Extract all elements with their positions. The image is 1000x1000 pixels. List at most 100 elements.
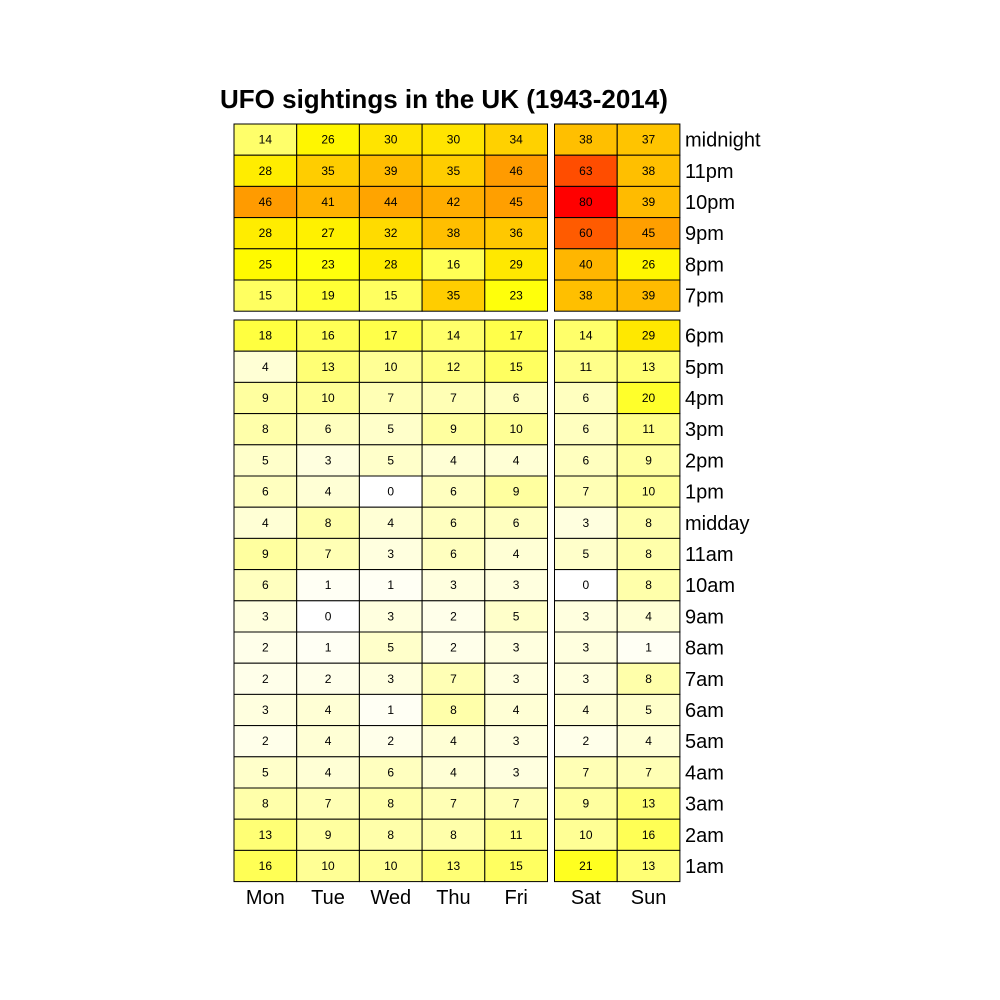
cell-value-label: 3 bbox=[513, 734, 520, 748]
heatmap-cell-6pm-Thu bbox=[421, 319, 486, 352]
cell-value-label: 11 bbox=[642, 422, 655, 436]
cell-value-label: 23 bbox=[509, 289, 523, 303]
row-label-4pm: 4pm bbox=[685, 388, 724, 410]
cell-value-label: 35 bbox=[447, 164, 461, 178]
heatmap-cell-7am-Thu bbox=[421, 662, 486, 695]
heatmap-cell-4am-Fri bbox=[484, 756, 548, 789]
cell-value-label: 16 bbox=[259, 859, 273, 873]
heatmap-cell-2am-Fri bbox=[484, 818, 548, 851]
cell-value-label: 80 bbox=[579, 195, 593, 209]
heatmap-cell-midday-Sun bbox=[616, 506, 681, 539]
cell-value-label: 4 bbox=[450, 765, 457, 779]
heatmap-cell-1pm-Fri bbox=[484, 475, 548, 508]
cell-value-label: 10 bbox=[509, 422, 523, 436]
heatmap-cell-2pm-Fri bbox=[484, 444, 548, 477]
cell-value-label: 3 bbox=[387, 547, 394, 561]
heatmap-cell-2am-Mon bbox=[233, 818, 298, 851]
row-label-1am: 1am bbox=[685, 856, 724, 878]
heatmap-cell-2am-Sun bbox=[616, 818, 681, 851]
heatmap-cell-2am-Sat bbox=[554, 818, 618, 851]
cell-value-label: 14 bbox=[447, 329, 461, 343]
heatmap-cell-2pm-Sun bbox=[616, 444, 681, 477]
column-label-Sat: Sat bbox=[571, 887, 601, 909]
row-label-9am: 9am bbox=[685, 606, 724, 628]
cell-value-label: 15 bbox=[384, 289, 398, 303]
cell-value-label: 45 bbox=[642, 226, 656, 240]
row-label-1pm: 1pm bbox=[685, 482, 724, 504]
cell-value-label: 39 bbox=[642, 289, 656, 303]
cell-value-label: 3 bbox=[262, 703, 269, 717]
cell-value-label: 19 bbox=[321, 289, 335, 303]
row-label-10pm: 10pm bbox=[685, 192, 735, 214]
cell-value-label: 1 bbox=[645, 641, 652, 655]
cell-value-label: 6 bbox=[450, 516, 457, 530]
cell-value-label: 39 bbox=[384, 164, 398, 178]
cell-value-label: 8 bbox=[450, 703, 457, 717]
heatmap-cell-9am-Sun bbox=[616, 600, 681, 633]
cell-value-label: 36 bbox=[509, 226, 523, 240]
heatmap-cell-1pm-Sun bbox=[616, 475, 681, 508]
heatmap-cell-7pm-Fri bbox=[484, 279, 548, 312]
column-labels: Mon Tue Wed Thu Fri Sat Sun bbox=[246, 887, 666, 909]
heatmap-cell-6pm-Fri bbox=[484, 319, 548, 352]
cell-value-label: 3 bbox=[387, 609, 394, 623]
heatmap-cell-3pm-Mon bbox=[233, 413, 298, 446]
heatmap-cell-11pm-Wed bbox=[358, 154, 423, 187]
heatmap-cell-11am-Sun bbox=[616, 537, 681, 571]
cell-value-label: 5 bbox=[513, 609, 520, 623]
heatmap-cell-midday-Wed bbox=[358, 506, 423, 539]
heatmap-cell-9pm-Mon bbox=[233, 217, 298, 250]
heatmap-cell-9pm-Sun bbox=[616, 217, 681, 250]
heatmap-cell-midday-Mon bbox=[233, 506, 298, 539]
cell-value-label: 38 bbox=[642, 164, 656, 178]
chart-title: UFO sightings in the UK (1943-2014) bbox=[220, 84, 668, 114]
cell-value-label: 13 bbox=[642, 360, 656, 374]
heatmap-cell-3pm-Sun bbox=[616, 413, 681, 446]
cell-value-label: 6 bbox=[513, 391, 520, 405]
heatmap-cell-5pm-Sun bbox=[616, 350, 681, 383]
heatmap-cell-7pm-Wed bbox=[358, 279, 423, 312]
cell-value-label: 10 bbox=[384, 360, 398, 374]
cell-value-label: 7 bbox=[583, 765, 590, 779]
heatmap-cell-1am-Sun bbox=[616, 849, 681, 883]
cell-value-label: 4 bbox=[513, 547, 520, 561]
heatmap-cell-1am-Tue bbox=[296, 849, 360, 883]
heatmap-cell-9am-Tue bbox=[296, 600, 360, 633]
row-label-2am: 2am bbox=[685, 825, 724, 847]
cell-value-label: 5 bbox=[262, 453, 269, 467]
heatmap-cell-10pm-Tue bbox=[296, 185, 360, 219]
cell-value-label: 42 bbox=[447, 195, 461, 209]
cell-value-label: 9 bbox=[450, 422, 457, 436]
cell-value-label: 3 bbox=[387, 672, 394, 686]
cell-value-label: 8 bbox=[262, 422, 269, 436]
cell-value-label: 39 bbox=[642, 195, 656, 209]
heatmap-cell-6am-Tue bbox=[296, 693, 360, 727]
row-label-11pm: 11pm bbox=[685, 161, 734, 183]
heatmap-cell-5pm-Mon bbox=[233, 350, 298, 383]
cell-value-label: 13 bbox=[321, 360, 335, 374]
cell-value-label: 6 bbox=[450, 547, 457, 561]
cell-value-label: 2 bbox=[262, 672, 269, 686]
cell-value-label: 23 bbox=[321, 257, 335, 271]
cell-value-label: 5 bbox=[387, 422, 394, 436]
cell-value-label: 7 bbox=[387, 391, 394, 405]
column-label-Thu: Thu bbox=[436, 887, 470, 909]
heatmap-cell-7am-Mon bbox=[233, 662, 298, 695]
heatmap-cell-11am-Thu bbox=[421, 537, 486, 571]
heatmap-cell-8am-Sun bbox=[616, 631, 681, 664]
heatmap-cell-3pm-Thu bbox=[421, 413, 486, 446]
cell-value-label: 4 bbox=[262, 516, 269, 530]
row-label-7pm: 7pm bbox=[685, 286, 724, 308]
cell-value-label: 6 bbox=[583, 422, 590, 436]
heatmap-cell-10pm-Thu bbox=[421, 185, 486, 219]
heatmap-cell-10am-Sun bbox=[616, 569, 681, 602]
cell-value-label: 1 bbox=[387, 578, 394, 592]
cell-value-label: 11 bbox=[510, 828, 523, 842]
cell-value-label: 3 bbox=[513, 578, 520, 592]
cell-value-label: 3 bbox=[450, 578, 457, 592]
heatmap-cell-5pm-Thu bbox=[421, 350, 486, 383]
cell-value-label: 3 bbox=[583, 609, 590, 623]
cell-value-label: 13 bbox=[642, 797, 656, 811]
cell-value-label: 9 bbox=[583, 797, 590, 811]
column-label-Mon: Mon bbox=[246, 887, 285, 909]
